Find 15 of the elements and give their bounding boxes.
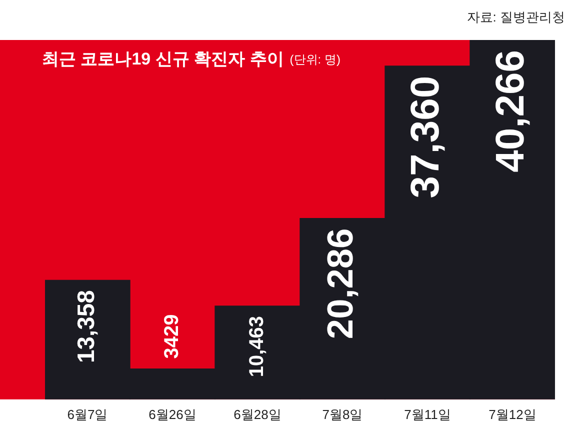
x-tick-label: 7월8일 xyxy=(322,406,363,422)
data-label: 20,286 xyxy=(319,228,360,340)
data-label: 37,360 xyxy=(404,76,448,198)
x-tick-label: 6월28일 xyxy=(234,406,282,422)
data-label: 13,358 xyxy=(73,290,100,364)
text: (단위: 명) xyxy=(290,52,340,66)
data-label: 3429 xyxy=(161,314,184,359)
x-tick-label: 6월7일 xyxy=(67,406,108,422)
x-tick-label: 7월11일 xyxy=(404,406,451,422)
x-tick-label: 6월26일 xyxy=(148,406,196,422)
text: 자료: 질병관리청 xyxy=(466,10,565,25)
data-label: 10,463 xyxy=(246,316,268,378)
data-label: 40,266 xyxy=(488,50,533,172)
text: 최근 코로나19 신규 확진자 추이 xyxy=(42,50,284,69)
x-tick-label: 7월12일 xyxy=(488,406,536,422)
